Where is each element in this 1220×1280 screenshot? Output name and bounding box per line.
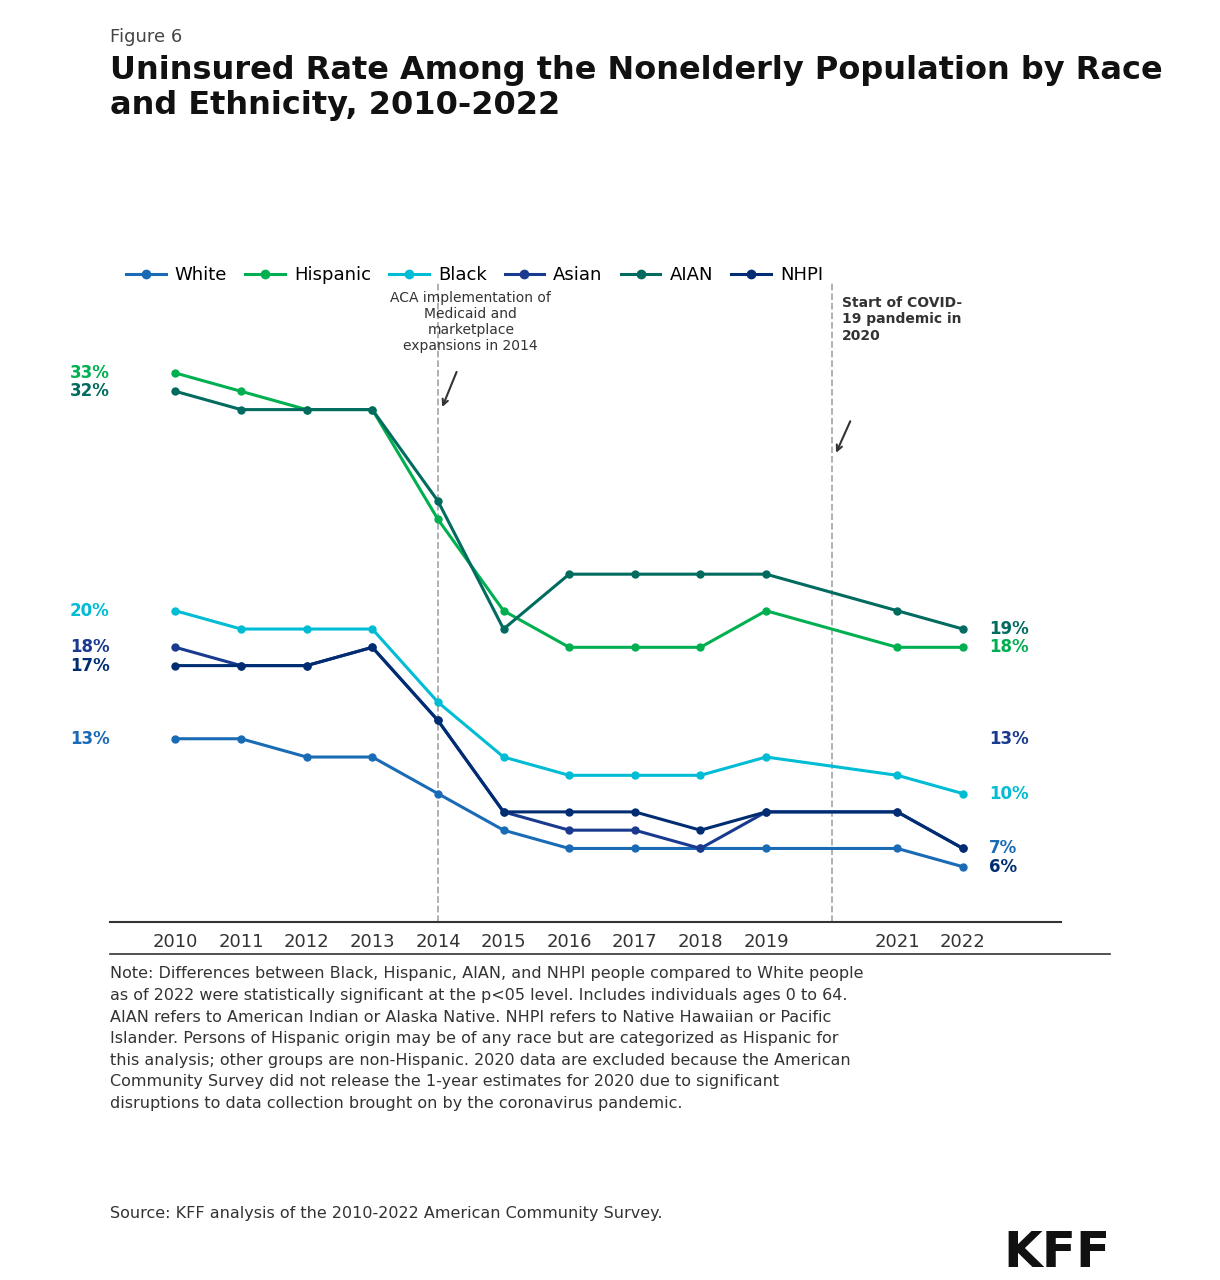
Text: Uninsured Rate Among the Nonelderly Population by Race
and Ethnicity, 2010-2022: Uninsured Rate Among the Nonelderly Popu… xyxy=(110,55,1163,120)
Text: 13%: 13% xyxy=(70,730,110,748)
Text: 18%: 18% xyxy=(989,639,1028,657)
Text: 33%: 33% xyxy=(70,364,110,381)
Text: 6%: 6% xyxy=(989,858,1017,876)
Text: KFF: KFF xyxy=(1003,1229,1110,1277)
Text: 7%: 7% xyxy=(989,840,1017,858)
Text: 18%: 18% xyxy=(71,639,110,657)
Text: 20%: 20% xyxy=(70,602,110,620)
Text: 19%: 19% xyxy=(989,620,1028,637)
Text: Note: Differences between Black, Hispanic, AIAN, and NHPI people compared to Whi: Note: Differences between Black, Hispani… xyxy=(110,966,864,1111)
Text: Source: KFF analysis of the 2010-2022 American Community Survey.: Source: KFF analysis of the 2010-2022 Am… xyxy=(110,1206,662,1221)
Text: Start of COVID-
19 pandemic in
2020: Start of COVID- 19 pandemic in 2020 xyxy=(842,296,961,343)
Text: ACA implementation of
Medicaid and
marketplace
expansions in 2014: ACA implementation of Medicaid and marke… xyxy=(390,291,551,353)
Text: 32%: 32% xyxy=(70,383,110,401)
Text: 13%: 13% xyxy=(989,730,1028,748)
Legend: White, Hispanic, Black, Asian, AIAN, NHPI: White, Hispanic, Black, Asian, AIAN, NHP… xyxy=(118,259,830,291)
Text: 17%: 17% xyxy=(70,657,110,675)
Text: Figure 6: Figure 6 xyxy=(110,28,182,46)
Text: 10%: 10% xyxy=(989,785,1028,803)
